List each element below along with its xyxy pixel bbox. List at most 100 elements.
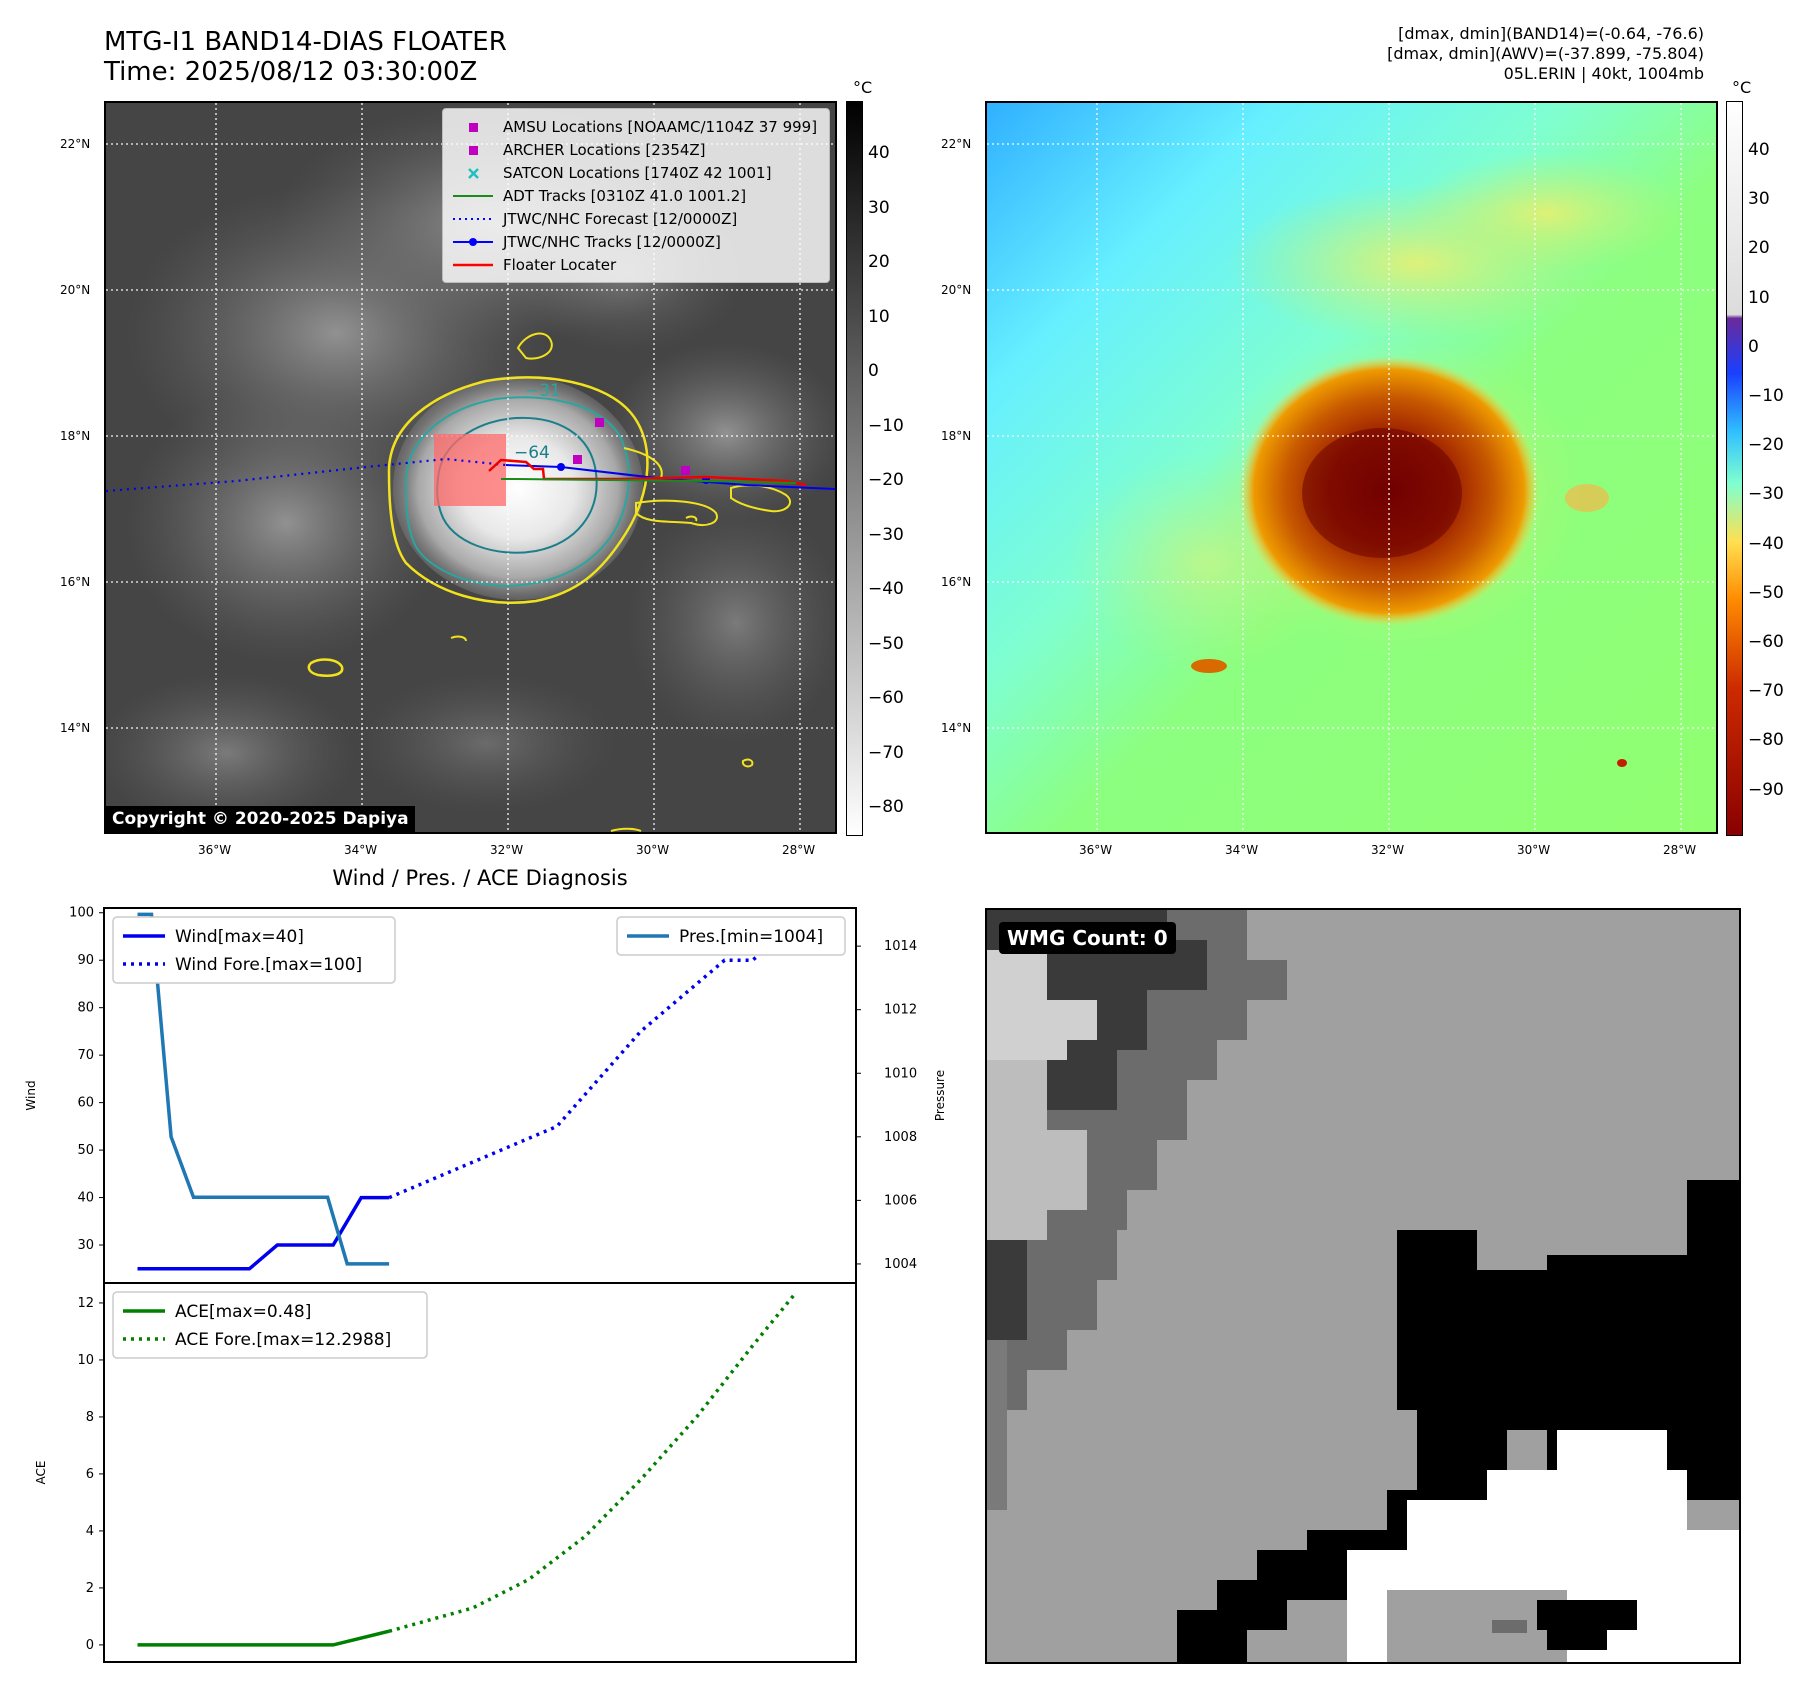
pressure-ytick-label: 1004	[884, 1257, 917, 1272]
wmg-count-label: WMG Count: 0	[999, 922, 1176, 954]
lat-tick: 16°N	[60, 575, 91, 589]
legend-label: Wind[max=40]	[175, 927, 304, 947]
wind-series-line	[388, 920, 796, 1200]
ace-axis-label: ACE	[34, 1461, 48, 1485]
colorbar-tick-label: −10	[1748, 386, 1784, 406]
lon-tick: 32°W	[490, 843, 524, 857]
ace-ytick-label: 12	[77, 1296, 94, 1311]
ace-ytick-label: 4	[86, 1524, 94, 1539]
wind-axis-label: Wind	[24, 1080, 38, 1110]
pressure-axis-label: Pressure	[933, 1070, 947, 1121]
ir-dmax-dmin: [dmax, dmin](BAND14)=(-0.64, -76.6)	[1398, 24, 1704, 43]
dotted-line-icon	[453, 217, 493, 220]
legend-label: JTWC/NHC Forecast [12/0000Z]	[503, 209, 738, 228]
wind-ytick-label: 100	[69, 906, 94, 921]
colorbar-tick-label: −80	[1748, 730, 1784, 751]
chart-time: Time: 2025/08/12 03:30:00Z	[104, 57, 478, 87]
colorbar-tick-label: −90	[1748, 779, 1784, 800]
copyright-badge: Copyright © 2020-2025 Dapiya	[106, 806, 415, 832]
legend-label: JTWC/NHC Tracks [12/0000Z]	[503, 232, 721, 251]
ace-ytick-label: 8	[86, 1410, 94, 1425]
x-marker-icon	[468, 167, 479, 179]
lon-tick: 32°W	[1371, 843, 1405, 857]
legend-item: ADT Tracks [0310Z 41.0 1001.2]	[451, 184, 821, 207]
wmg-panel: WMG Count: 0	[985, 908, 1741, 1664]
contour-label-64: −64	[514, 443, 550, 463]
line-dot-icon	[453, 237, 493, 246]
colorbar-tick-label: 10	[868, 306, 890, 327]
lon-tick: 34°W	[344, 843, 378, 857]
legend-item: Floater Locater	[451, 253, 821, 276]
map-legend: AMSU Locations [NOAAMC/1104Z 37 999] ARC…	[442, 108, 830, 283]
colorbar-tick-label: 40	[1748, 140, 1770, 160]
colorbar-tick-label: 20	[868, 252, 890, 272]
lon-tick: 30°W	[1517, 843, 1551, 857]
ace-ytick-label: 6	[86, 1467, 94, 1482]
wind-ytick-label: 90	[77, 953, 94, 968]
legend-label: ACE[max=0.48]	[175, 1302, 311, 1322]
legend-label: ACE Fore.[max=12.2988]	[175, 1330, 391, 1350]
legend-label: ADT Tracks [0310Z 41.0 1001.2]	[503, 186, 747, 205]
colorbar-tick-label: 30	[868, 197, 890, 218]
colorbar-tick-label: −30	[1748, 484, 1784, 505]
lon-tick: 28°W	[1663, 843, 1697, 857]
lat-tick: 18°N	[60, 429, 91, 443]
lat-tick: 22°N	[941, 137, 972, 151]
wind-ytick-label: 60	[77, 1096, 94, 1111]
legend-label: AMSU Locations [NOAAMC/1104Z 37 999]	[503, 117, 818, 136]
legend-item: JTWC/NHC Tracks [12/0000Z]	[451, 230, 821, 253]
legend-label: Pres.[min=1004]	[679, 927, 823, 947]
legend-label: ARCHER Locations [2354Z]	[503, 140, 706, 159]
solid-line-icon	[453, 263, 493, 266]
colorbar-tick-label: 0	[868, 361, 879, 381]
pressure-ytick-label: 1008	[884, 1130, 917, 1145]
ace-ytick-label: 2	[86, 1581, 94, 1596]
lon-tick: 28°W	[782, 843, 816, 857]
pressure-legend	[616, 916, 846, 956]
chart-title: MTG-I1 BAND14-DIAS FLOATER	[104, 27, 507, 57]
ir-colorbar	[846, 101, 863, 836]
wind-ytick-label: 50	[77, 1143, 94, 1158]
lat-tick: 16°N	[941, 575, 972, 589]
wind-ytick-label: 70	[77, 1048, 94, 1063]
ace-series-line	[137, 1629, 390, 1647]
colorbar-tick-label: −30	[868, 524, 904, 545]
lat-tick: 14°N	[941, 721, 972, 735]
awv-map-panel	[985, 101, 1718, 834]
wind-ytick-label: 30	[77, 1238, 94, 1253]
wind-legend	[112, 916, 396, 984]
pressure-ytick-label: 1006	[884, 1193, 917, 1208]
lon-tick: 34°W	[1225, 843, 1259, 857]
legend-label: SATCON Locations [1740Z 42 1001]	[503, 163, 772, 182]
legend-item: SATCON Locations [1740Z 42 1001]	[451, 161, 821, 184]
colorbar-tick-label: 10	[1748, 287, 1770, 308]
legend-label: Floater Locater	[503, 255, 617, 274]
awv-colorbar-unit: °C	[1732, 78, 1752, 97]
contour-label-31: −31	[525, 381, 561, 401]
colorbar-tick-label: −60	[868, 688, 904, 708]
legend-item: ARCHER Locations [2354Z]	[451, 138, 821, 161]
lat-tick: 14°N	[60, 721, 91, 735]
ace-legend	[112, 1291, 428, 1359]
awv-dmax-dmin: [dmax, dmin](AWV)=(-37.899, -75.804)	[1387, 44, 1704, 63]
colorbar-tick-label: 40	[868, 143, 890, 163]
colorbar-tick-label: 30	[1748, 189, 1770, 210]
awv-colorbar	[1726, 101, 1743, 836]
square-marker-icon	[469, 122, 478, 132]
pressure-ytick-label: 1010	[884, 1066, 917, 1081]
colorbar-tick-label: 0	[1748, 336, 1759, 357]
colorbar-tick-label: −80	[868, 797, 904, 817]
ace-series-line	[388, 1293, 796, 1633]
ace-ytick-label: 10	[77, 1353, 94, 1368]
colorbar-tick-label: −70	[1748, 681, 1784, 702]
ace-ytick-label: 0	[86, 1638, 94, 1653]
colorbar-tick-label: 20	[1748, 238, 1770, 259]
colorbar-tick-label: −50	[1748, 582, 1784, 603]
colorbar-tick-label: −10	[868, 415, 904, 436]
lon-tick: 30°W	[636, 843, 670, 857]
wind-ytick-label: 80	[77, 1001, 94, 1016]
storm-info: 05L.ERIN | 40kt, 1004mb	[1503, 64, 1704, 83]
pressure-ytick-label: 1012	[884, 1003, 917, 1018]
colorbar-tick-label: −50	[868, 633, 904, 654]
